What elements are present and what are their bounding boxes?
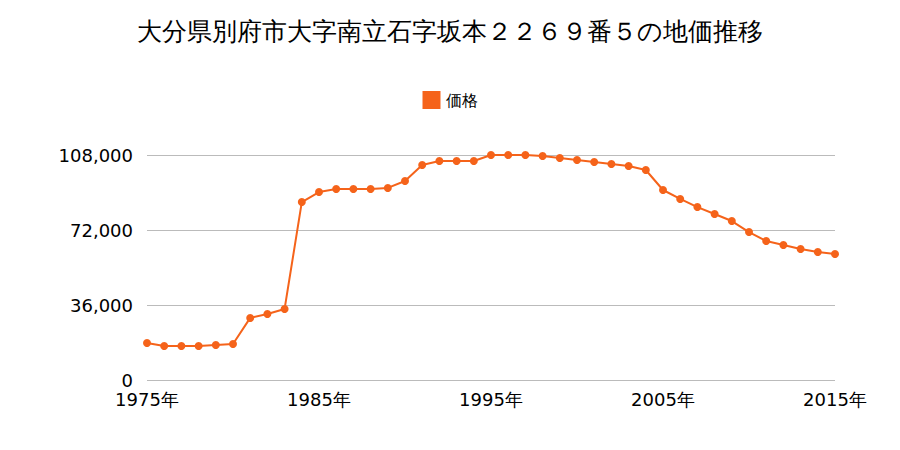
svg-text:36,000: 36,000 [70, 295, 133, 316]
svg-text:0: 0 [122, 370, 133, 391]
svg-text:大分県別府市大字南立石字坂本２２６９番５の地価推移: 大分県別府市大字南立石字坂本２２６９番５の地価推移 [137, 17, 763, 46]
svg-text:72,000: 72,000 [70, 220, 133, 241]
svg-text:108,000: 108,000 [59, 145, 133, 166]
svg-text:1975年: 1975年 [115, 389, 179, 410]
svg-text:1985年: 1985年 [287, 389, 351, 410]
svg-text:価格: 価格 [446, 91, 478, 110]
svg-text:1995年: 1995年 [459, 389, 523, 410]
svg-text:2015年: 2015年 [803, 389, 867, 410]
svg-text:2005年: 2005年 [631, 389, 695, 410]
